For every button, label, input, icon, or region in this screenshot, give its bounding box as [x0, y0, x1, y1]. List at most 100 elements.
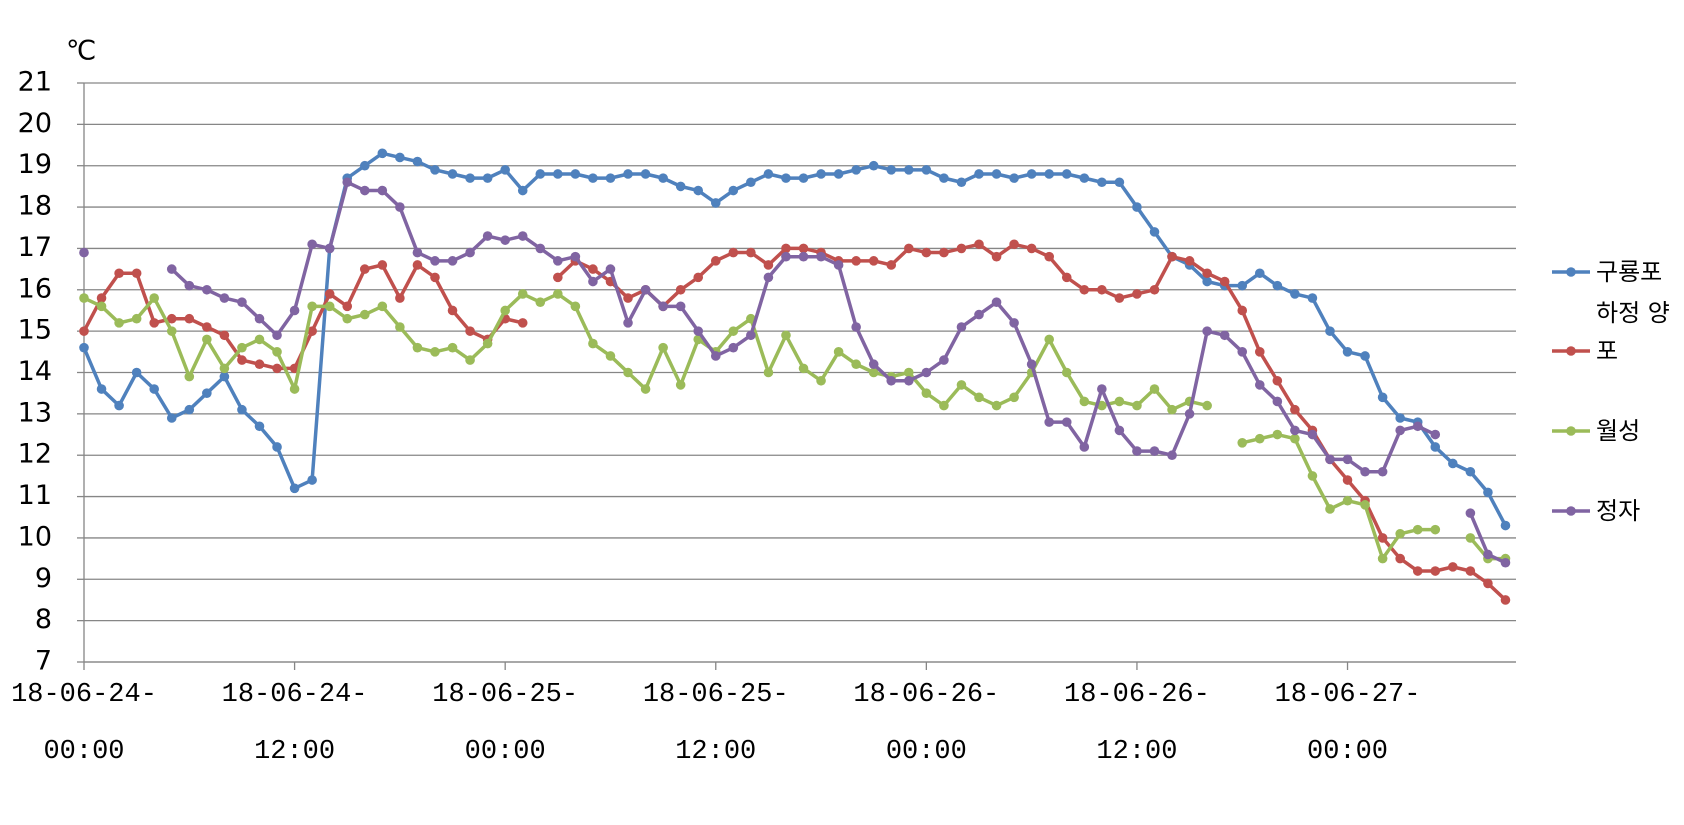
- data-point: [1219, 276, 1230, 287]
- data-point: [974, 169, 984, 179]
- data-point: [956, 322, 967, 332]
- data-point: [623, 293, 633, 303]
- data-point: [1395, 528, 1405, 539]
- data-point: [991, 169, 1002, 179]
- data-point: [1026, 359, 1037, 370]
- data-point: [465, 173, 475, 183]
- data-point: [1430, 442, 1441, 452]
- data-point: [1149, 284, 1160, 295]
- data-point: [1483, 549, 1493, 560]
- data-point: [1342, 475, 1353, 485]
- data-point: [1377, 533, 1388, 543]
- data-point: [746, 177, 756, 188]
- data-point: [1430, 566, 1441, 576]
- data-point: [728, 247, 739, 258]
- data-point: [1500, 595, 1511, 605]
- data-point: [728, 326, 739, 336]
- data-point: [202, 388, 212, 398]
- data-point: [1290, 404, 1300, 415]
- data-point: [1360, 466, 1370, 477]
- data-point: [482, 231, 493, 241]
- data-point: [114, 268, 124, 279]
- data-point: [1097, 400, 1107, 411]
- data-point: [1202, 400, 1212, 411]
- data-point: [1272, 375, 1283, 386]
- data-point: [1342, 495, 1353, 506]
- data-point: [675, 284, 686, 295]
- legend-label: 정자: [1596, 497, 1641, 525]
- data-point: [96, 384, 107, 394]
- data-point: [1079, 396, 1090, 407]
- data-point: [1307, 293, 1318, 303]
- data-point: [1237, 280, 1248, 291]
- data-point: [833, 169, 844, 179]
- y-tick-label: 15: [18, 315, 52, 346]
- data-point: [1483, 578, 1493, 589]
- data-point: [535, 243, 546, 254]
- data-point: [377, 260, 388, 270]
- data-point: [1254, 380, 1265, 390]
- data-point: [342, 177, 353, 188]
- data-point: [1412, 566, 1423, 576]
- data-point: [553, 272, 563, 283]
- data-point: [658, 342, 668, 353]
- legend-marker: [1552, 346, 1590, 356]
- data-point: [1465, 566, 1476, 576]
- data-point: [131, 268, 142, 279]
- data-point: [1272, 396, 1283, 407]
- y-tick-label: 10: [18, 521, 52, 552]
- data-point: [1167, 251, 1177, 262]
- data-point: [517, 318, 528, 328]
- data-point: [465, 247, 475, 258]
- data-point: [377, 185, 388, 196]
- data-point: [693, 326, 704, 336]
- legend-dot: [1566, 267, 1576, 277]
- data-point: [570, 251, 581, 262]
- data-point: [307, 239, 317, 250]
- data-point: [1272, 280, 1283, 291]
- x-tick-label: 18-06-24-00:00: [11, 680, 157, 767]
- data-point: [395, 322, 405, 332]
- y-tick-label: 19: [18, 149, 52, 180]
- data-point: [1079, 284, 1090, 295]
- data-point: [447, 305, 458, 316]
- data-point: [1044, 334, 1054, 345]
- data-point: [114, 318, 124, 328]
- legend-dot: [1566, 426, 1576, 436]
- data-point: [1325, 504, 1335, 514]
- y-unit: ℃: [66, 36, 96, 67]
- data-point: [1114, 293, 1125, 303]
- data-point: [974, 239, 984, 250]
- data-point: [1079, 442, 1090, 452]
- data-point: [79, 342, 89, 353]
- x-tick-label: 18-06-26-00:00: [853, 680, 1000, 767]
- data-point: [289, 305, 300, 316]
- data-point: [1061, 367, 1072, 378]
- data-point: [623, 367, 633, 378]
- data-point: [991, 251, 1002, 262]
- data-point: [1149, 446, 1160, 456]
- data-point: [184, 371, 195, 382]
- data-point: [430, 347, 440, 357]
- data-point: [430, 256, 440, 266]
- data-point: [359, 160, 370, 171]
- data-point: [868, 256, 879, 266]
- data-point: [623, 318, 633, 328]
- data-point: [1465, 508, 1476, 518]
- data-point: [1132, 202, 1142, 212]
- data-point: [1342, 454, 1353, 465]
- data-point: [1061, 169, 1072, 179]
- y-tick-label: 21: [18, 67, 52, 98]
- data-point: [816, 169, 826, 179]
- data-point: [324, 243, 335, 254]
- data-point: [324, 289, 335, 299]
- data-point: [763, 260, 774, 270]
- data-point: [1202, 326, 1212, 336]
- y-tick-label: 17: [18, 232, 52, 263]
- data-point: [816, 251, 826, 262]
- data-point: [956, 243, 967, 254]
- data-point: [412, 260, 423, 270]
- data-point: [1009, 239, 1019, 250]
- data-point: [412, 156, 423, 167]
